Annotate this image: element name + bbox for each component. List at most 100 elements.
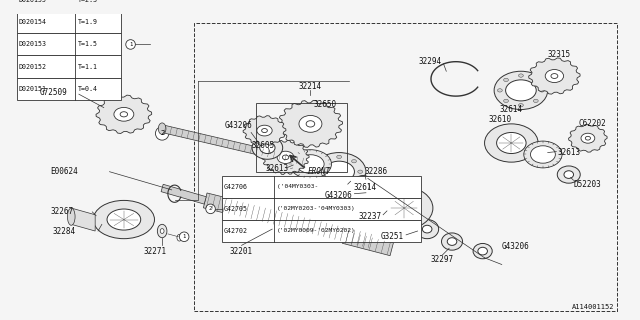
- Text: ('04MY0303-             ): ('04MY0303- ): [277, 184, 371, 189]
- Ellipse shape: [497, 89, 502, 92]
- Ellipse shape: [114, 108, 134, 121]
- Ellipse shape: [533, 78, 538, 82]
- Polygon shape: [262, 140, 309, 174]
- Text: 2: 2: [209, 206, 212, 212]
- Text: 32267: 32267: [50, 207, 74, 216]
- Ellipse shape: [359, 180, 367, 186]
- Ellipse shape: [478, 247, 488, 255]
- Text: ('02MY0203-'04MY0303): ('02MY0203-'04MY0303): [277, 206, 356, 212]
- Ellipse shape: [415, 220, 438, 239]
- Ellipse shape: [337, 155, 342, 158]
- Ellipse shape: [260, 142, 275, 154]
- Ellipse shape: [353, 176, 372, 191]
- Ellipse shape: [160, 228, 164, 233]
- Ellipse shape: [67, 208, 75, 225]
- Bar: [222, 198, 421, 220]
- Text: G43206: G43206: [502, 242, 529, 251]
- Ellipse shape: [497, 132, 526, 154]
- Bar: [17, 0, 121, 12]
- Ellipse shape: [484, 124, 538, 162]
- Text: 32201: 32201: [230, 247, 253, 256]
- Ellipse shape: [564, 171, 573, 179]
- Text: FRONT: FRONT: [308, 167, 331, 176]
- Ellipse shape: [107, 209, 141, 230]
- Text: D020152: D020152: [19, 63, 47, 69]
- Text: 32614: 32614: [500, 105, 523, 114]
- Ellipse shape: [504, 78, 508, 82]
- Text: D020153: D020153: [19, 42, 47, 47]
- Bar: [195, 23, 617, 311]
- Ellipse shape: [364, 184, 391, 203]
- Ellipse shape: [322, 160, 326, 163]
- Polygon shape: [342, 230, 394, 256]
- Text: 32610: 32610: [488, 115, 511, 124]
- Ellipse shape: [545, 69, 564, 83]
- Bar: [222, 176, 421, 198]
- Ellipse shape: [351, 180, 356, 184]
- Ellipse shape: [289, 150, 332, 179]
- Text: 1: 1: [129, 42, 132, 47]
- Circle shape: [179, 232, 189, 242]
- Text: G3251: G3251: [381, 232, 404, 241]
- Text: T=1.9: T=1.9: [78, 20, 98, 25]
- Ellipse shape: [540, 89, 545, 92]
- Polygon shape: [161, 125, 307, 166]
- Ellipse shape: [158, 123, 166, 134]
- Polygon shape: [243, 116, 286, 146]
- Text: T=2.3: T=2.3: [78, 0, 98, 4]
- Text: T=1.1: T=1.1: [78, 63, 98, 69]
- Text: E00624: E00624: [50, 167, 78, 176]
- Polygon shape: [96, 95, 152, 133]
- Ellipse shape: [252, 136, 283, 159]
- Ellipse shape: [581, 133, 595, 143]
- Polygon shape: [204, 193, 374, 249]
- Ellipse shape: [422, 225, 432, 233]
- Text: D020151: D020151: [19, 85, 47, 92]
- Text: 32614: 32614: [353, 183, 376, 192]
- Ellipse shape: [506, 80, 536, 101]
- Ellipse shape: [93, 200, 154, 239]
- Text: G42705: G42705: [224, 206, 248, 212]
- Text: 32650: 32650: [313, 100, 337, 109]
- Text: 32297: 32297: [431, 255, 454, 264]
- Text: 32286: 32286: [365, 167, 388, 176]
- Ellipse shape: [322, 180, 326, 184]
- Text: 32294: 32294: [419, 57, 442, 66]
- Text: 32214: 32214: [299, 82, 322, 91]
- Ellipse shape: [157, 224, 167, 238]
- Ellipse shape: [120, 112, 127, 117]
- Polygon shape: [529, 58, 580, 94]
- Bar: [17, 55, 121, 77]
- Ellipse shape: [518, 104, 524, 107]
- Text: 32605: 32605: [251, 141, 274, 150]
- Text: G42706: G42706: [224, 184, 248, 190]
- Ellipse shape: [447, 238, 457, 245]
- Ellipse shape: [372, 189, 383, 198]
- Ellipse shape: [524, 141, 562, 168]
- Text: 2: 2: [160, 131, 164, 136]
- Ellipse shape: [442, 233, 463, 250]
- Ellipse shape: [494, 71, 548, 109]
- Text: G72509: G72509: [40, 88, 67, 97]
- Bar: [256, 103, 347, 172]
- Ellipse shape: [551, 74, 558, 78]
- Ellipse shape: [316, 170, 321, 173]
- Ellipse shape: [299, 116, 322, 132]
- Text: D020155: D020155: [19, 0, 47, 4]
- Ellipse shape: [277, 151, 294, 164]
- Text: C62202: C62202: [579, 119, 607, 128]
- Text: 32271: 32271: [144, 247, 167, 256]
- Bar: [17, 12, 121, 33]
- Polygon shape: [568, 124, 607, 152]
- Text: 32613: 32613: [266, 164, 289, 173]
- Text: D020154: D020154: [19, 20, 47, 25]
- Bar: [17, 77, 121, 100]
- Text: T=0.4: T=0.4: [78, 85, 98, 92]
- Ellipse shape: [586, 136, 591, 140]
- Polygon shape: [161, 184, 206, 204]
- Bar: [17, 33, 121, 55]
- Ellipse shape: [557, 166, 580, 183]
- Ellipse shape: [312, 153, 366, 191]
- Bar: [222, 220, 421, 242]
- Text: G43206: G43206: [225, 121, 252, 130]
